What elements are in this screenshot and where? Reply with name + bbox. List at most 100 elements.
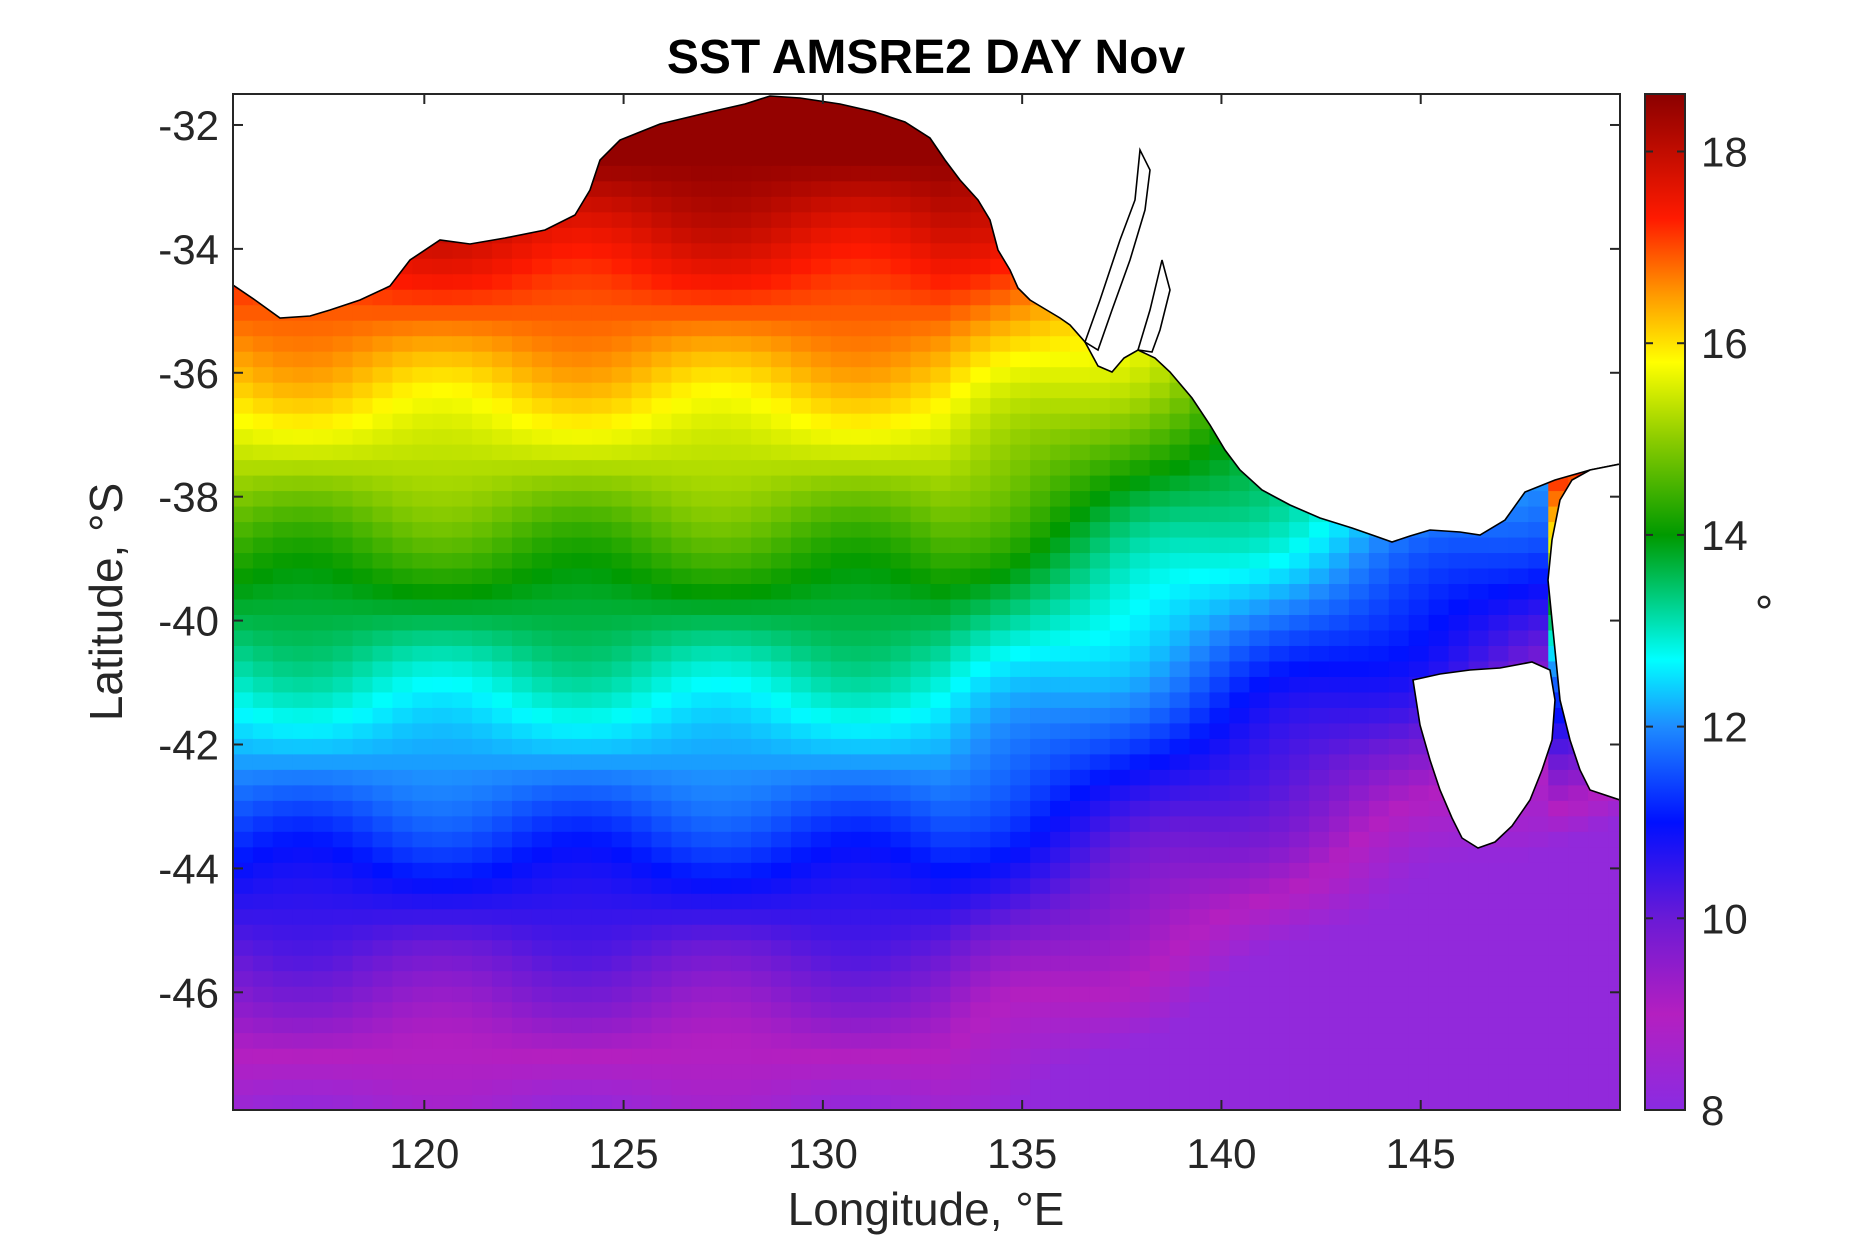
- sst-cell: [711, 645, 732, 662]
- sst-cell: [1169, 397, 1191, 414]
- sst-cell: [1089, 738, 1111, 755]
- sst-cell: [1488, 598, 1509, 615]
- sst-cell: [930, 831, 952, 848]
- sst-cell: [751, 242, 772, 259]
- sst-cell: [910, 753, 932, 770]
- sst-cell: [272, 583, 294, 600]
- sst-cell: [970, 908, 991, 925]
- sst-cell: [292, 877, 314, 894]
- sst-cell: [691, 707, 712, 724]
- sst-cell: [651, 893, 673, 910]
- sst-cell: [850, 134, 872, 151]
- sst-cell: [810, 149, 832, 166]
- sst-cell: [970, 583, 991, 600]
- sst-cell: [950, 831, 971, 848]
- sst-cell: [432, 707, 453, 724]
- sst-cell: [790, 351, 812, 368]
- sst-cell: [950, 955, 971, 972]
- sst-cell: [611, 831, 633, 848]
- sst-cell: [810, 676, 832, 693]
- sst-cell: [1229, 614, 1250, 631]
- sst-cell: [910, 877, 932, 894]
- sst-cell: [1069, 1048, 1091, 1065]
- sst-cell: [810, 831, 832, 848]
- sst-cell: [990, 382, 1011, 399]
- sst-cell: [312, 505, 334, 523]
- sst-cell: [252, 939, 274, 956]
- sst-cell: [1189, 908, 1211, 925]
- sst-cell: [1289, 939, 1310, 956]
- sst-cell: [372, 1017, 394, 1034]
- sst-cell: [1030, 831, 1051, 848]
- sst-cell: [1408, 1017, 1430, 1034]
- sst-cell: [1109, 877, 1131, 894]
- sst-cell: [671, 598, 692, 615]
- sst-cell: [1428, 986, 1450, 1003]
- sst-cell: [751, 738, 772, 755]
- sst-cell: [372, 505, 394, 523]
- sst-cell: [591, 815, 613, 832]
- sst-cell: [1548, 1017, 1569, 1034]
- sst-cell: [392, 1048, 413, 1065]
- sst-cell: [990, 738, 1011, 755]
- sst-cell: [1528, 862, 1549, 879]
- sst-cell: [870, 908, 892, 925]
- sst-cell: [1050, 862, 1071, 879]
- sst-cell: [850, 800, 872, 817]
- sst-cell: [1169, 598, 1191, 615]
- sst-cell: [312, 335, 334, 352]
- sst-cell: [551, 242, 573, 259]
- sst-cell: [1109, 784, 1131, 801]
- sst-cell: [930, 444, 952, 461]
- sst-cell: [272, 800, 294, 817]
- sst-cell: [1169, 660, 1191, 677]
- sst-cell: [1189, 505, 1211, 523]
- sst-cell: [1608, 1017, 1620, 1034]
- sst-cell: [731, 846, 752, 863]
- y-tick-label: -36: [158, 350, 219, 397]
- sst-cell: [1229, 738, 1250, 755]
- sst-cell: [412, 273, 433, 290]
- sst-cell: [531, 521, 553, 538]
- sst-cell: [790, 413, 812, 430]
- sst-cell: [930, 289, 952, 306]
- sst-cell: [372, 846, 394, 863]
- sst-cell: [631, 304, 653, 321]
- sst-cell: [352, 970, 374, 987]
- sst-cell: [1010, 877, 1031, 894]
- sst-cell: [790, 242, 812, 259]
- sst-cell: [950, 598, 971, 615]
- sst-cell: [591, 552, 613, 569]
- sst-cell: [850, 676, 872, 693]
- sst-cell: [332, 939, 354, 956]
- sst-cell: [631, 1032, 653, 1049]
- sst-cell: [990, 939, 1011, 956]
- sst-cell: [392, 970, 413, 987]
- sst-cell: [292, 753, 314, 770]
- sst-cell: [870, 598, 892, 615]
- sst-cell: [531, 382, 553, 399]
- sst-cell: [272, 397, 294, 414]
- sst-cell: [1149, 459, 1171, 476]
- sst-cell: [332, 924, 354, 941]
- sst-cell: [492, 1017, 513, 1034]
- sst-cell: [850, 986, 872, 1003]
- sst-cell: [1249, 660, 1270, 677]
- sst-cell: [432, 614, 453, 631]
- sst-cell: [412, 629, 433, 646]
- sst-cell: [1568, 1048, 1589, 1065]
- sst-cell: [950, 815, 971, 832]
- sst-cell: [850, 227, 872, 244]
- sst-cell: [1348, 1094, 1370, 1110]
- sst-cell: [731, 629, 752, 646]
- sst-cell: [1189, 939, 1211, 956]
- sst-cell: [1109, 598, 1131, 615]
- sst-cell: [731, 908, 752, 925]
- sst-cell: [771, 521, 792, 538]
- sst-cell: [551, 335, 573, 352]
- sst-cell: [950, 196, 971, 213]
- sst-cell: [551, 1079, 573, 1096]
- sst-cell: [492, 862, 513, 879]
- sst-cell: [751, 1017, 772, 1034]
- sst-cell: [1309, 722, 1330, 739]
